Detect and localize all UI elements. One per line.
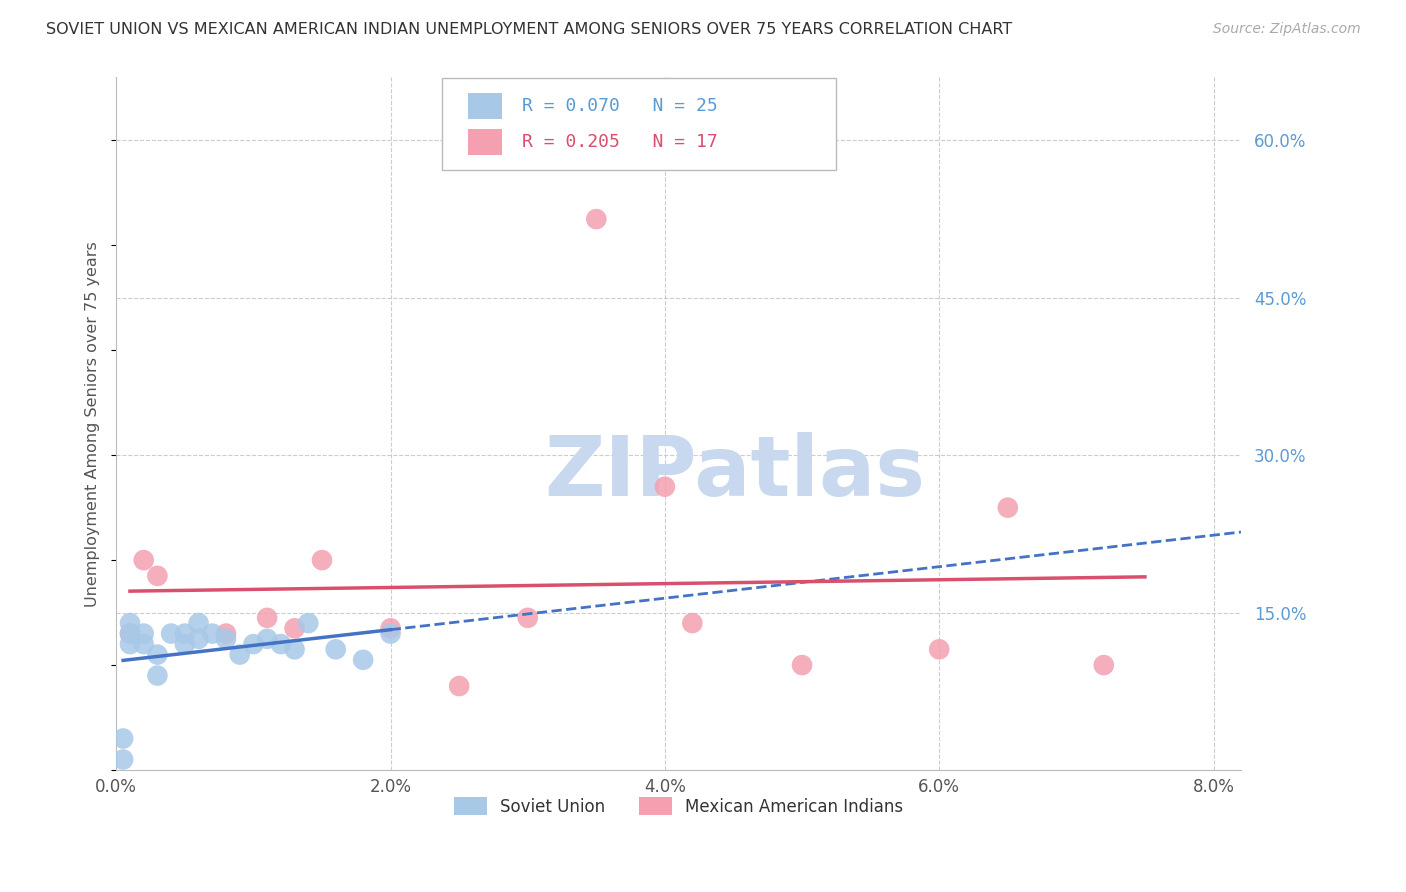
Point bbox=[112, 752, 135, 766]
Point bbox=[118, 626, 141, 640]
Point bbox=[187, 616, 209, 631]
Point bbox=[215, 626, 238, 640]
Point bbox=[297, 616, 319, 631]
Point bbox=[118, 616, 141, 631]
Y-axis label: Unemployment Among Seniors over 75 years: Unemployment Among Seniors over 75 years bbox=[86, 241, 100, 607]
Bar bbox=[468, 128, 502, 155]
Point bbox=[146, 668, 169, 682]
Point bbox=[187, 632, 209, 646]
Point bbox=[132, 637, 155, 651]
Point bbox=[132, 553, 155, 567]
Point bbox=[201, 626, 224, 640]
Point bbox=[173, 626, 195, 640]
Point bbox=[228, 648, 250, 662]
Point bbox=[270, 637, 292, 651]
Point bbox=[112, 731, 135, 746]
Bar bbox=[468, 93, 502, 119]
Point bbox=[516, 611, 538, 625]
Point bbox=[325, 642, 347, 657]
Point bbox=[173, 637, 195, 651]
Point bbox=[352, 653, 374, 667]
Point bbox=[146, 569, 169, 583]
Point bbox=[997, 500, 1019, 515]
Text: ZIPatlas: ZIPatlas bbox=[544, 432, 925, 513]
Point bbox=[311, 553, 333, 567]
FancyBboxPatch shape bbox=[443, 78, 837, 169]
Point bbox=[118, 637, 141, 651]
Point bbox=[160, 626, 183, 640]
Point bbox=[256, 611, 278, 625]
Point bbox=[242, 637, 264, 651]
Point bbox=[928, 642, 950, 657]
Point bbox=[256, 632, 278, 646]
Text: Source: ZipAtlas.com: Source: ZipAtlas.com bbox=[1213, 22, 1361, 37]
Point bbox=[380, 626, 402, 640]
Point bbox=[654, 480, 676, 494]
Point bbox=[790, 658, 813, 673]
Point bbox=[215, 632, 238, 646]
Point bbox=[681, 616, 703, 631]
Legend: Soviet Union, Mexican American Indians: Soviet Union, Mexican American Indians bbox=[446, 789, 912, 824]
Point bbox=[449, 679, 471, 693]
Text: R = 0.205   N = 17: R = 0.205 N = 17 bbox=[522, 133, 718, 151]
Point bbox=[146, 648, 169, 662]
Point bbox=[1092, 658, 1115, 673]
Point bbox=[284, 642, 307, 657]
Point bbox=[284, 621, 307, 635]
Point bbox=[132, 626, 155, 640]
Point bbox=[380, 621, 402, 635]
Point bbox=[585, 212, 607, 227]
Text: SOVIET UNION VS MEXICAN AMERICAN INDIAN UNEMPLOYMENT AMONG SENIORS OVER 75 YEARS: SOVIET UNION VS MEXICAN AMERICAN INDIAN … bbox=[46, 22, 1012, 37]
Point bbox=[118, 626, 141, 640]
Text: R = 0.070   N = 25: R = 0.070 N = 25 bbox=[522, 97, 718, 115]
